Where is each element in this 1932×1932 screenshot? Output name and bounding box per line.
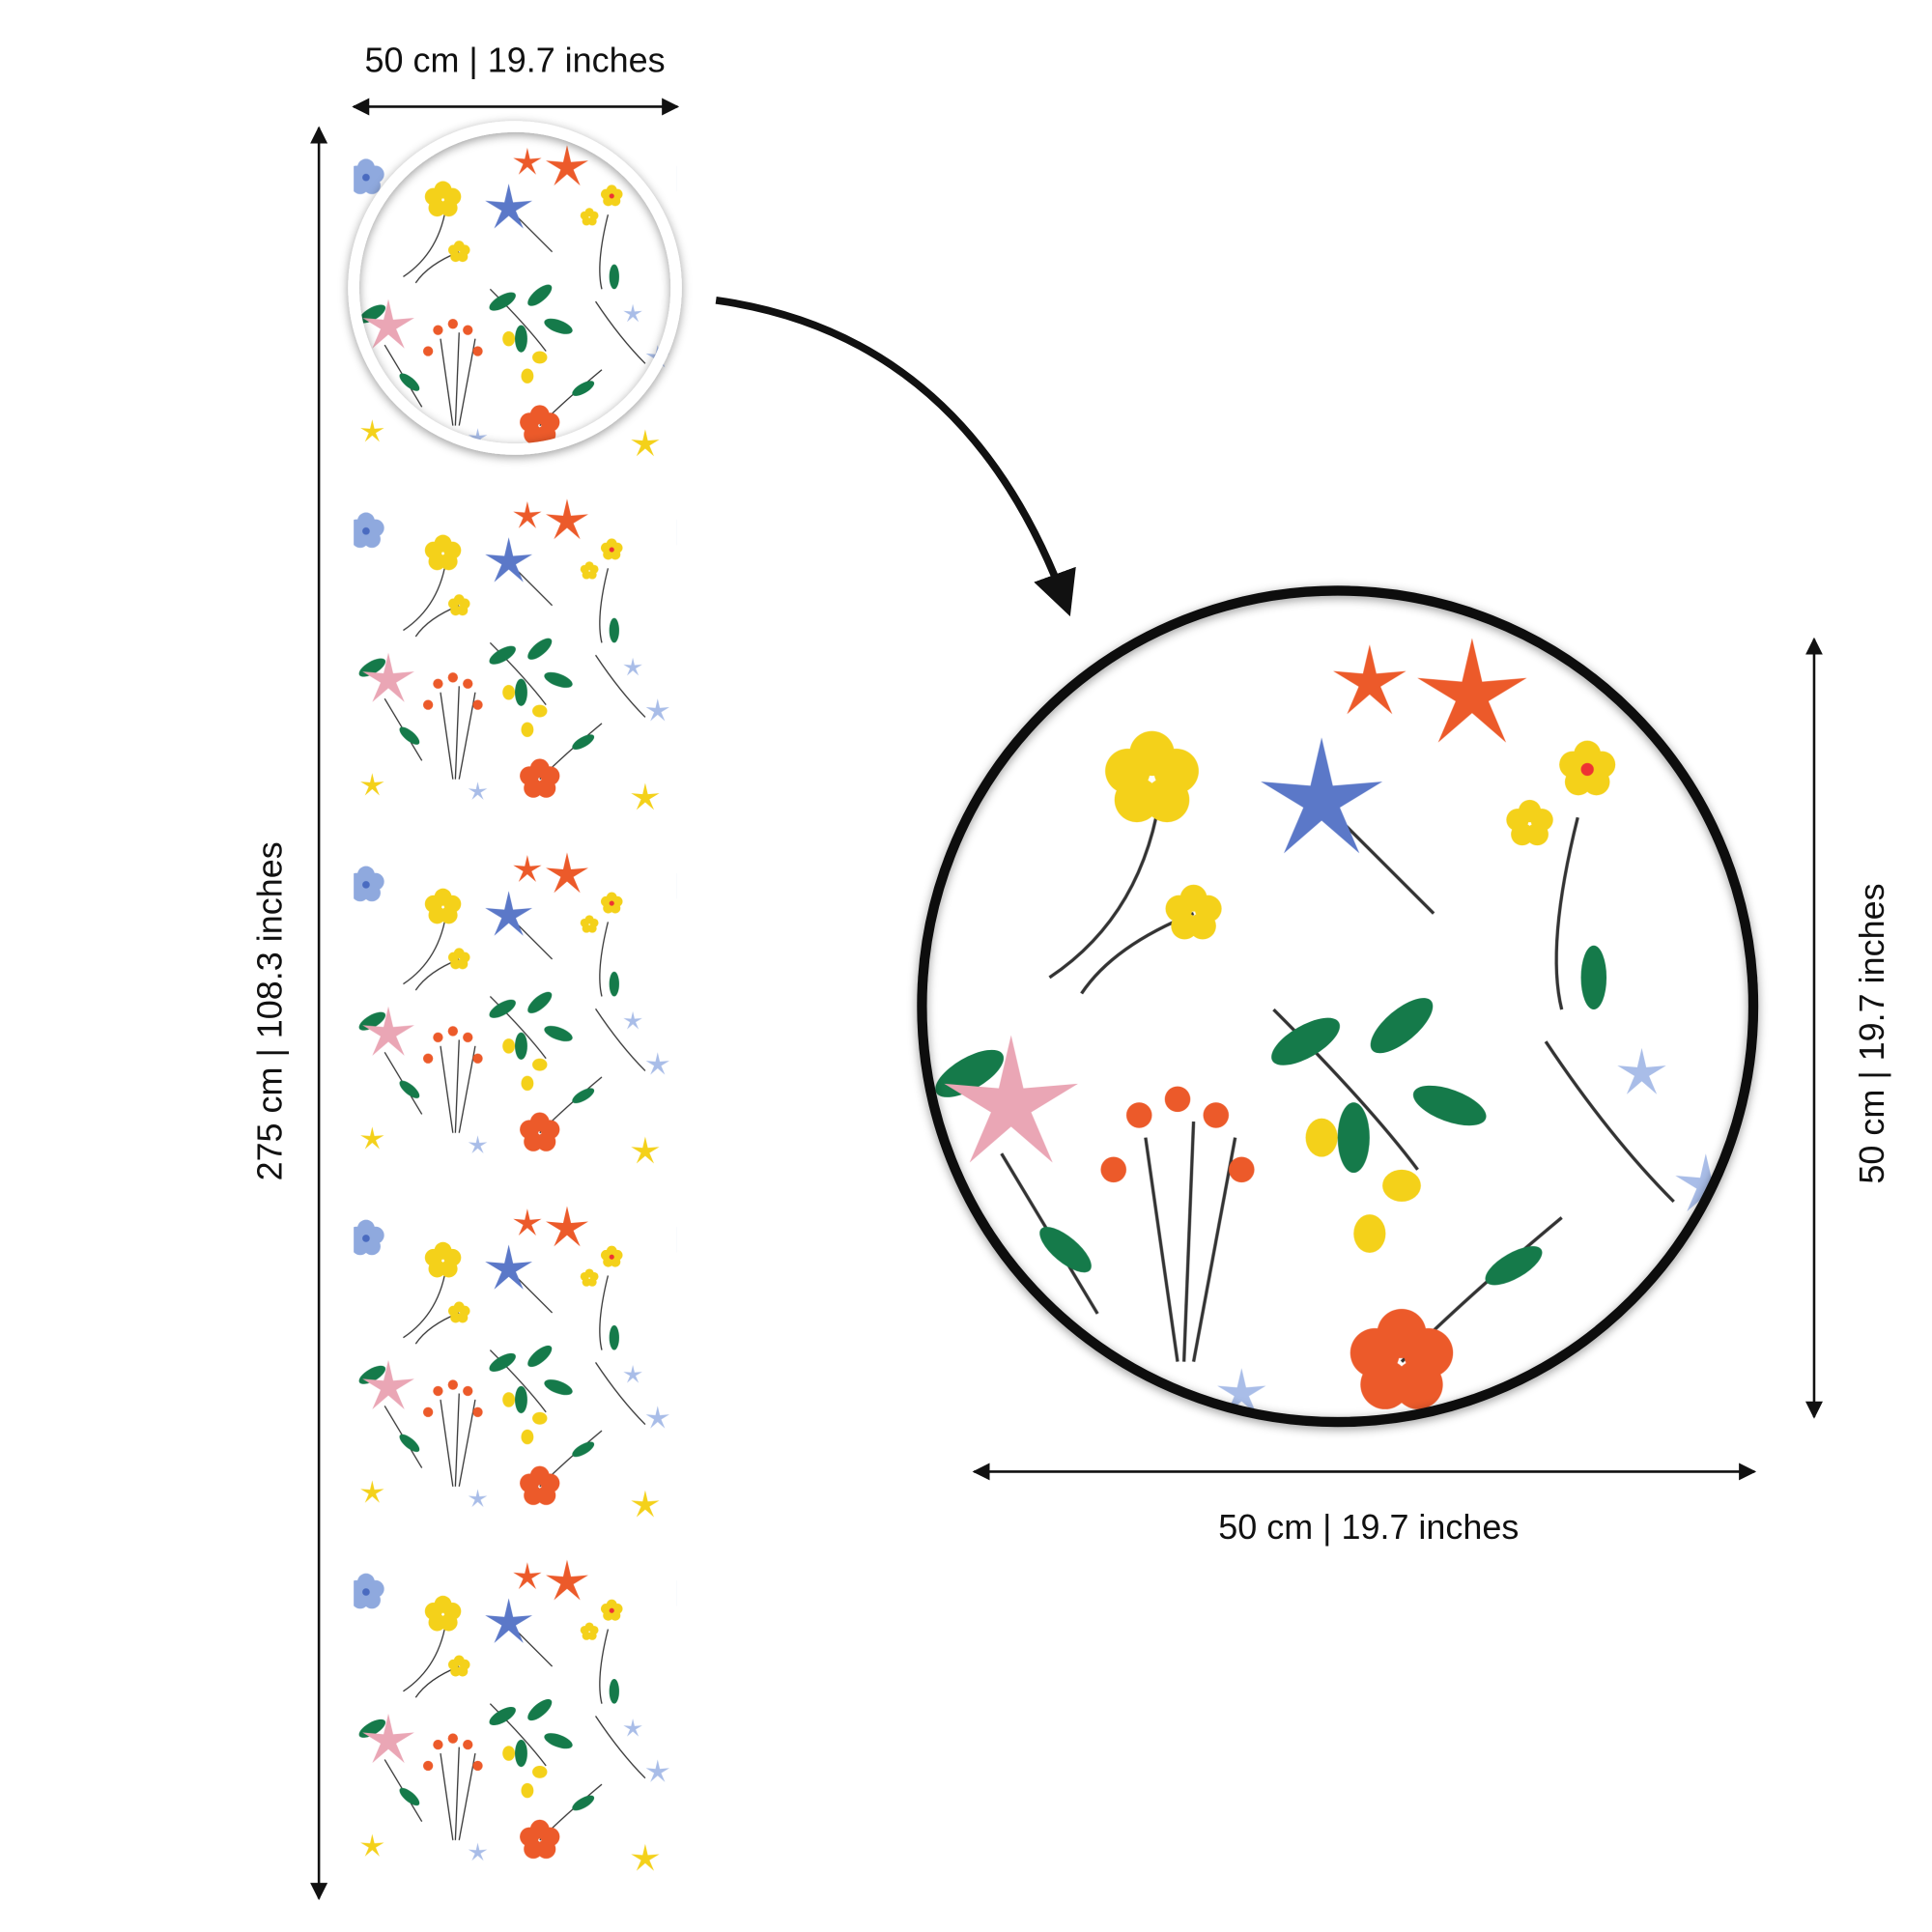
zoom-detail — [922, 593, 1754, 1423]
zoom-width-label: 50 cm | 19.7 inches — [1218, 1507, 1519, 1547]
zoom-height-label: 50 cm | 19.7 inches — [1852, 883, 1891, 1183]
zoom-region — [348, 121, 682, 455]
strip-height-label: 275 cm | 108.3 inches — [250, 841, 290, 1180]
wallpaper-strip — [354, 128, 677, 1899]
zoom-arrow — [715, 297, 1076, 617]
zoom-circle — [917, 585, 1759, 1428]
strip-width-label: 50 cm | 19.7 inches — [365, 41, 666, 80]
